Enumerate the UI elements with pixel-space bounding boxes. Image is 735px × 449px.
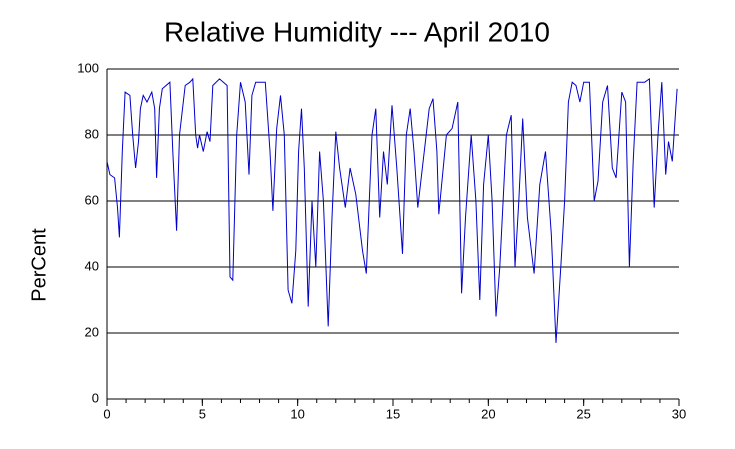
chart-title: Relative Humidity --- April 2010 (164, 16, 550, 47)
x-tick-label: 10 (290, 406, 304, 421)
y-tick-label: 0 (92, 390, 99, 405)
x-tick-label: 0 (103, 406, 110, 421)
x-tick-label: 20 (481, 406, 495, 421)
y-tick-label: 100 (77, 60, 99, 75)
y-tick-label: 80 (85, 126, 99, 141)
y-tick-label: 40 (85, 258, 99, 273)
data-line (106, 77, 678, 343)
x-tick-label: 5 (199, 406, 206, 421)
y-tick-label: 60 (85, 192, 99, 207)
y-tick-label: 20 (85, 324, 99, 339)
x-tick-label: 25 (576, 406, 590, 421)
x-tick-label: 15 (386, 406, 400, 421)
y-axis-label: PerCent (28, 228, 50, 302)
x-tick-label: 30 (672, 406, 686, 421)
